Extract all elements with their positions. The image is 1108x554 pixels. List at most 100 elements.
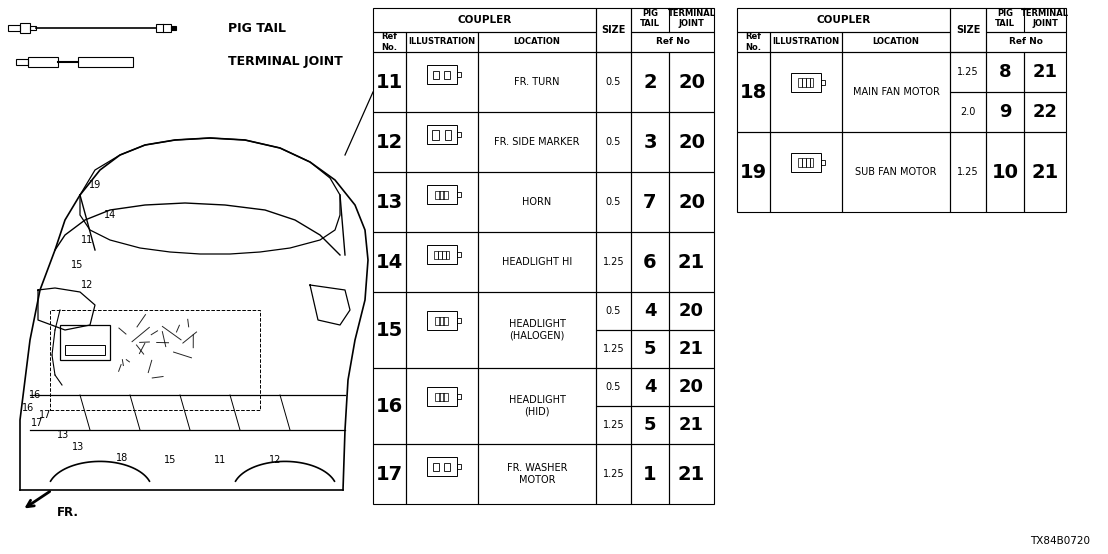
Text: 16: 16 xyxy=(29,390,41,400)
Bar xyxy=(842,52,950,132)
Bar xyxy=(596,444,630,504)
Bar xyxy=(439,191,444,199)
Bar xyxy=(596,292,630,330)
Bar xyxy=(630,368,669,406)
Text: 11: 11 xyxy=(81,235,93,245)
Bar xyxy=(439,316,444,325)
Bar xyxy=(434,393,440,401)
Text: 16: 16 xyxy=(376,397,403,416)
Bar xyxy=(443,463,450,471)
Text: 13: 13 xyxy=(376,192,403,212)
Bar xyxy=(434,191,440,199)
Text: 1.25: 1.25 xyxy=(603,469,624,479)
Text: 14: 14 xyxy=(104,210,116,220)
Bar xyxy=(443,393,449,401)
Text: TERMINAL
JOINT: TERMINAL JOINT xyxy=(1020,9,1069,28)
Bar xyxy=(596,8,630,52)
Text: 22: 22 xyxy=(1033,103,1057,121)
Text: 10: 10 xyxy=(992,162,1018,182)
Bar xyxy=(373,232,406,292)
Text: 1.25: 1.25 xyxy=(603,344,624,354)
Bar xyxy=(427,186,458,204)
Bar xyxy=(171,26,176,30)
Bar xyxy=(1024,52,1066,92)
Bar xyxy=(456,192,461,197)
Bar xyxy=(445,250,450,259)
Bar xyxy=(770,52,842,132)
Bar xyxy=(439,393,444,401)
Bar xyxy=(986,132,1024,212)
Bar xyxy=(806,78,810,86)
Bar xyxy=(427,65,458,84)
Text: 21: 21 xyxy=(1032,162,1058,182)
Text: 20: 20 xyxy=(678,192,705,212)
Text: 20: 20 xyxy=(679,378,704,396)
Bar xyxy=(802,78,806,86)
Bar xyxy=(596,406,630,444)
Bar xyxy=(950,52,986,92)
Bar xyxy=(596,330,630,368)
Bar xyxy=(986,32,1066,52)
Text: FR.: FR. xyxy=(57,505,79,519)
Text: SIZE: SIZE xyxy=(602,25,626,35)
Bar xyxy=(406,368,478,444)
Text: PIG TAIL: PIG TAIL xyxy=(228,22,286,34)
Bar xyxy=(433,70,440,79)
Bar xyxy=(16,59,28,65)
Text: 21: 21 xyxy=(1033,63,1057,81)
Bar xyxy=(456,464,461,469)
Text: 12: 12 xyxy=(81,280,93,290)
Text: HEADLIGHT HI: HEADLIGHT HI xyxy=(502,257,572,267)
Bar xyxy=(438,250,442,259)
Bar xyxy=(737,8,950,32)
Text: Ref
No.: Ref No. xyxy=(746,32,761,52)
Bar xyxy=(28,57,58,67)
Bar xyxy=(630,8,714,32)
Bar xyxy=(443,316,449,325)
Text: FR. TURN: FR. TURN xyxy=(514,77,560,87)
Bar xyxy=(433,463,440,471)
Text: 14: 14 xyxy=(376,253,403,271)
Text: 12: 12 xyxy=(269,455,281,465)
Bar xyxy=(630,32,714,52)
Bar xyxy=(50,310,260,410)
Bar xyxy=(373,32,406,52)
Text: 7: 7 xyxy=(644,192,657,212)
Text: 15: 15 xyxy=(164,455,176,465)
Bar xyxy=(596,52,630,112)
Bar xyxy=(478,52,596,112)
Bar xyxy=(478,292,596,368)
Bar xyxy=(406,292,478,368)
Text: 2: 2 xyxy=(643,73,657,91)
Text: 6: 6 xyxy=(643,253,657,271)
Bar xyxy=(770,132,842,212)
Bar xyxy=(373,292,406,368)
Bar xyxy=(798,78,802,86)
Bar xyxy=(630,444,669,504)
Text: 20: 20 xyxy=(678,132,705,151)
Bar xyxy=(30,26,35,30)
Bar xyxy=(669,368,714,406)
Bar xyxy=(478,232,596,292)
Bar xyxy=(373,112,406,172)
Bar xyxy=(1024,132,1066,212)
Bar xyxy=(1024,92,1066,132)
Bar xyxy=(406,232,478,292)
Text: MAIN FAN MOTOR: MAIN FAN MOTOR xyxy=(852,87,940,97)
Bar xyxy=(65,345,105,355)
Text: FR. WASHER
MOTOR: FR. WASHER MOTOR xyxy=(506,463,567,485)
Bar xyxy=(950,132,986,212)
Bar xyxy=(478,112,596,172)
Bar xyxy=(669,292,714,330)
Bar xyxy=(737,32,770,52)
Bar xyxy=(427,125,458,144)
Text: LOCATION: LOCATION xyxy=(873,38,920,47)
Bar xyxy=(669,172,714,232)
Bar xyxy=(373,8,596,32)
Bar xyxy=(8,25,20,31)
Bar xyxy=(373,444,406,504)
Text: 11: 11 xyxy=(376,73,403,91)
Bar xyxy=(810,158,813,167)
Bar xyxy=(434,250,438,259)
Text: 20: 20 xyxy=(679,302,704,320)
